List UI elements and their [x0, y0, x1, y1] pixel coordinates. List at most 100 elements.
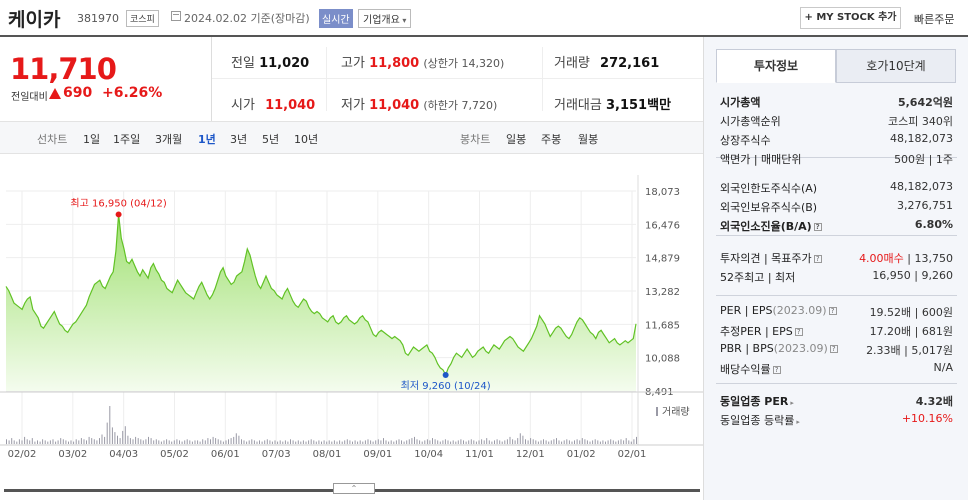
volume-bar: [310, 439, 312, 445]
volume-bar: [494, 440, 495, 444]
info-label: 상장주식수: [720, 134, 771, 147]
info-row: 동일업종 PER ▸ 4.32배: [716, 393, 957, 412]
tab-1d[interactable]: 1일: [83, 133, 101, 146]
volume-bar: [571, 441, 573, 444]
volume-bar: [592, 440, 594, 444]
volume-bar: [326, 441, 328, 444]
volume-bar: [636, 436, 637, 444]
collapse-toggle-button[interactable]: ⌃: [333, 483, 375, 494]
volume-bar: [318, 440, 320, 444]
volume-bar: [478, 440, 480, 444]
price-change-percent: +6.26%: [102, 85, 163, 101]
stock-code: 381970: [77, 12, 119, 25]
volume-bar: [362, 441, 364, 444]
volume-bar: [117, 435, 118, 444]
open-price: 시가 11,040: [231, 98, 316, 113]
volume-bar: [16, 441, 18, 444]
volume-bar: [432, 438, 433, 444]
tab-1w[interactable]: 1주일: [113, 133, 141, 146]
volume-bar: [367, 439, 369, 445]
tab-10y[interactable]: 10년: [294, 133, 319, 146]
volume-bar: [393, 441, 395, 444]
tab-monthly[interactable]: 월봉: [578, 133, 599, 146]
volume-bar: [166, 439, 168, 445]
volume-bar: [96, 440, 98, 444]
volume-bar: [300, 441, 302, 444]
volume-bar: [160, 441, 162, 444]
volume-bar: [390, 440, 392, 444]
tab-daily[interactable]: 일봉: [506, 133, 527, 146]
info-label: 시가총액순위: [720, 115, 781, 128]
volume-bar: [444, 439, 446, 445]
volume-bar: [612, 440, 614, 444]
my-stock-add-button[interactable]: + MY STOCK 추가: [800, 7, 901, 29]
help-icon[interactable]: ?: [813, 223, 822, 231]
price-line: [5, 214, 637, 377]
stock-name: 케이카: [8, 9, 61, 31]
volume-bar: [336, 441, 338, 444]
volume-bar: [419, 440, 421, 444]
price-chart[interactable]: 18,07316,47614,87913,28211,68510,0888,49…: [0, 175, 703, 475]
quick-order-link[interactable]: 빠른주문: [914, 13, 955, 26]
info-label: 외국인소진율(B/A)?: [720, 220, 822, 233]
volume-bar: [295, 441, 297, 444]
volume-bar: [553, 439, 555, 445]
volume-bar: [522, 435, 524, 444]
help-icon[interactable]: ?: [828, 307, 837, 315]
volume-bar: [623, 440, 625, 444]
volume-bar: [246, 441, 248, 444]
volume-bar: [556, 438, 557, 444]
help-icon[interactable]: ?: [794, 328, 803, 336]
tab-3m[interactable]: 3개월: [155, 133, 183, 146]
volume-bar: [305, 441, 307, 444]
info-value: +10.16%: [901, 412, 953, 425]
volume-bar: [119, 438, 121, 444]
realtime-button[interactable]: 실시간: [319, 9, 353, 28]
volume-bar: [47, 441, 49, 444]
tab-1y[interactable]: 1년: [198, 133, 216, 146]
more-arrow-icon[interactable]: ▸: [790, 399, 794, 407]
volume-bar: [602, 440, 604, 444]
volume-bar: [548, 441, 550, 444]
info-label: 배당수익률?: [720, 361, 781, 377]
volume-bar: [620, 439, 622, 445]
x-tick-label: 02/02: [8, 449, 37, 460]
investment-info-panel: 투자정보 호가10단계 시가총액 5,642억원 시가총액순위 코스피 340위 상장주…: [703, 37, 968, 500]
volume-bar: [60, 438, 62, 444]
tab-investment-info[interactable]: 투자정보: [716, 49, 836, 83]
volume-bar: [233, 436, 235, 444]
volume-bar: [501, 441, 503, 444]
info-label: 투자의견 | 목표주가?: [720, 250, 822, 266]
volume-bar: [463, 440, 464, 444]
info-label: 동일업종 등락률 ▸: [720, 414, 800, 427]
volume-bar: [114, 432, 116, 444]
high-annotation: 최고 16,950 (04/12): [70, 197, 166, 209]
tab-3y[interactable]: 3년: [230, 133, 248, 146]
volume-bar: [124, 426, 126, 444]
volume-bar: [73, 441, 75, 444]
volume-bar: [584, 439, 586, 445]
help-icon[interactable]: ?: [829, 345, 838, 353]
low-price: 저가 11,040 (하한가 7,720): [341, 98, 498, 113]
line-chart-label: 선차트: [37, 133, 68, 146]
tab-orderbook[interactable]: 호가10단계: [836, 49, 956, 83]
volume-bar: [550, 440, 552, 444]
company-overview-dropdown[interactable]: 기업개요: [358, 9, 412, 28]
volume-bar: [372, 441, 374, 444]
volume-bar: [153, 440, 155, 444]
volume-bar: [62, 439, 64, 445]
help-icon[interactable]: ?: [772, 366, 781, 374]
volume-bar: [228, 439, 229, 445]
volume-bar: [537, 441, 539, 444]
volume-bar: [21, 440, 23, 444]
volume-bar: [101, 434, 103, 444]
volume-bar: [11, 438, 13, 444]
panel-divider: [716, 235, 957, 236]
more-arrow-icon[interactable]: ▸: [796, 418, 800, 426]
x-tick-label: 03/02: [58, 449, 87, 460]
volume-bar: [86, 440, 87, 444]
help-icon[interactable]: ?: [813, 255, 822, 263]
tab-5y[interactable]: 5년: [262, 133, 280, 146]
tab-weekly[interactable]: 주봉: [541, 133, 562, 146]
volume-bar: [284, 440, 286, 444]
